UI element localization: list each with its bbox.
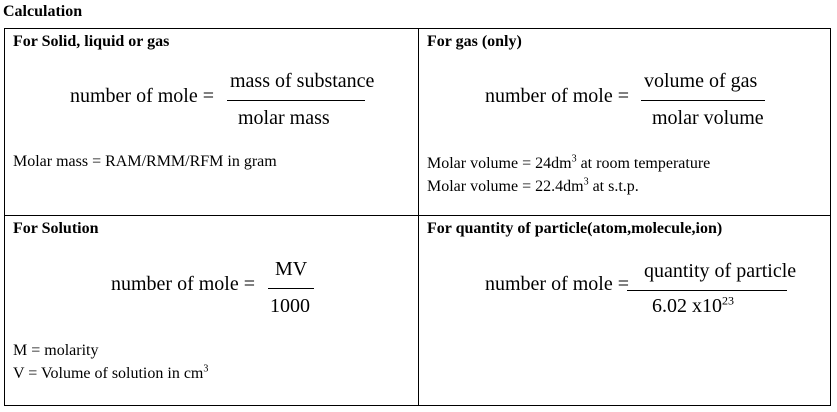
cell-title: For quantity of particle(atom,molecule,i… [427, 220, 723, 237]
fraction-bar [268, 288, 314, 289]
fraction-bar [627, 290, 787, 291]
cell-title: For gas (only) [427, 33, 522, 50]
equation-lhs: number of mole = [485, 273, 630, 295]
equation-lhs: number of mole = [485, 85, 630, 107]
cell-title: For Solution [13, 220, 99, 237]
formula-table: For Solid, liquid or gas number of mole … [4, 28, 831, 406]
fraction-bar [227, 100, 365, 101]
column-divider [418, 29, 419, 405]
fraction-denominator: 1000 [270, 295, 310, 317]
fraction-denominator: 6.02 x1023 [652, 293, 734, 317]
equation-lhs: number of mole = [111, 273, 256, 295]
cell-title: For Solid, liquid or gas [13, 33, 170, 50]
cell-note-line-1: Molar volume = 24dm3 at room temperature [427, 153, 711, 172]
cell-note-line-2: Molar volume = 22.4dm3 at s.t.p. [427, 176, 639, 195]
equation-lhs: number of mole = [70, 85, 215, 107]
fraction-numerator: MV [275, 258, 308, 280]
cell-note-line-1: M = molarity [13, 342, 99, 359]
fraction-numerator: mass of substance [230, 70, 375, 92]
row-divider [5, 215, 830, 216]
page-heading: Calculation [3, 3, 83, 20]
fraction-bar [641, 100, 765, 101]
cell-note-line-2: V = Volume of solution in cm3 [13, 363, 209, 382]
fraction-denominator: molar mass [238, 107, 330, 129]
fraction-numerator: quantity of particle [644, 260, 797, 282]
fraction-denominator: molar volume [652, 107, 764, 129]
cell-note: Molar mass = RAM/RMM/RFM in gram [13, 153, 277, 170]
fraction-numerator: volume of gas [644, 70, 758, 92]
